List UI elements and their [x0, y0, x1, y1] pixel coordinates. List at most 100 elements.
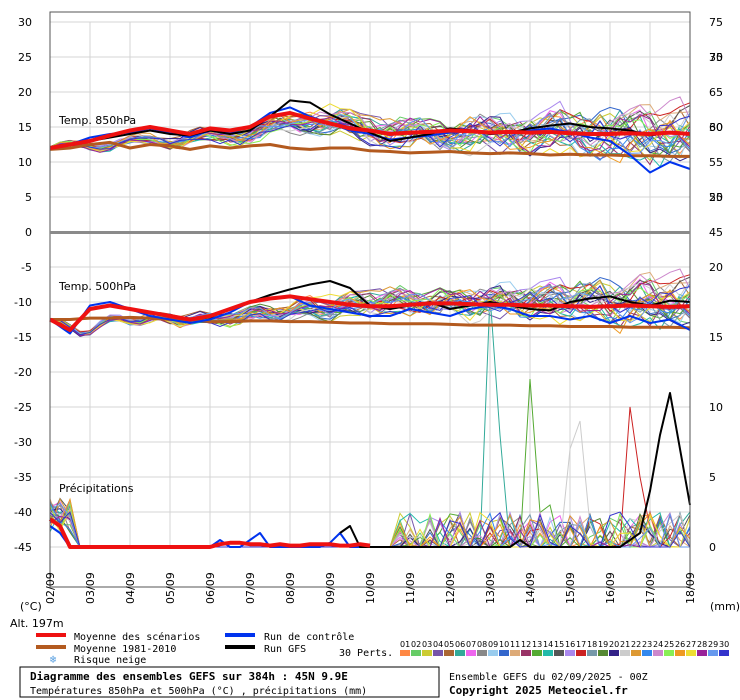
y-tick-label-right: 75 [709, 16, 723, 29]
y-tick-label-right: 30 [709, 121, 723, 134]
pert-swatch [400, 650, 410, 656]
pert-swatch [554, 650, 564, 656]
y-tick-label-left: -45 [14, 541, 32, 554]
x-tick-label: 05/09 [164, 572, 177, 604]
pert-swatch [543, 650, 553, 656]
y-tick-label-right: 20 [709, 261, 723, 274]
footer-title: Diagramme des ensembles GEFS sur 384h : … [30, 670, 348, 683]
pert-number: 27 [686, 640, 696, 649]
x-tick-label: 03/09 [84, 572, 97, 604]
legend-label-snow: Risque neige [74, 655, 146, 666]
y-tick-label-right: 60 [709, 121, 723, 134]
y-tick-label-left: -5 [21, 261, 32, 274]
gfs-line-t850 [49, 99, 691, 149]
y-tick-label-left: -25 [14, 401, 32, 414]
legend-swatch-control [225, 633, 255, 637]
perts-label: 30 Perts. [339, 648, 393, 659]
run-info: Ensemble GEFS du 02/09/2025 - 00Z [449, 672, 648, 683]
pert-swatch [620, 650, 630, 656]
y-tick-label-left: -20 [14, 366, 32, 379]
pert-swatch [532, 650, 542, 656]
pert-number: 20 [609, 640, 619, 649]
pert-number: 30 [719, 640, 729, 649]
grid-lines [50, 21, 690, 548]
pert-number: 24 [653, 640, 663, 649]
pert-number: 02 [411, 640, 421, 649]
x-tick-label: 11/09 [404, 572, 417, 604]
panel-label-t850: Temp. 850hPa [58, 114, 136, 127]
y-tick-label-left: -10 [14, 296, 32, 309]
y-tick-label-left: 30 [18, 16, 32, 29]
pert-swatch [455, 650, 465, 656]
pert-number: 12 [521, 640, 531, 649]
pert-swatch [499, 650, 509, 656]
y-tick-label-right: 65 [709, 86, 723, 99]
pert-swatch [521, 650, 531, 656]
pert-swatch [488, 650, 498, 656]
legend-swatch-gfs [225, 645, 255, 649]
legend-swatch-mean [36, 633, 66, 637]
x-tick-label: 14/09 [524, 572, 537, 604]
mean-line-t850 [49, 111, 691, 150]
pert-number: 23 [642, 640, 652, 649]
x-tick-label: 02/09 [44, 572, 57, 604]
control-line-t500 [49, 295, 691, 335]
pert-number: 05 [444, 640, 454, 649]
axis-labels: 302520151050-5-10-15-20-25-30-35-40-4575… [14, 16, 723, 604]
y-tick-label-left: 0 [25, 226, 32, 239]
pert-swatch [642, 650, 652, 656]
pert-number: 09 [488, 640, 498, 649]
plot-border [49, 11, 691, 588]
pert-swatch [697, 650, 707, 656]
pert-swatch [598, 650, 608, 656]
y-tick-label-left: 25 [18, 51, 32, 64]
y-unit-left: (°C) [20, 600, 42, 613]
panel-label-t500: Temp. 500hPa [58, 280, 136, 293]
pert-number: 19 [598, 640, 608, 649]
pert-number: 18 [587, 640, 597, 649]
pert-number: 22 [631, 640, 641, 649]
legend-label-control: Run de contrôle [264, 631, 354, 643]
y-tick-label-right: 35 [709, 51, 723, 64]
pert-number: 25 [664, 640, 674, 649]
x-tick-label: 15/09 [564, 572, 577, 604]
pert-swatch [565, 650, 575, 656]
pert-swatch [675, 650, 685, 656]
pert-number: 16 [565, 640, 575, 649]
pert-swatch [411, 650, 421, 656]
y-tick-label-right: 5 [709, 471, 716, 484]
legend: Moyenne des scénarios Moyenne 1981-2010 … [36, 631, 393, 666]
y-tick-label-right: 55 [709, 156, 723, 169]
y-tick-label-right: 0 [709, 541, 716, 554]
pert-swatch [444, 650, 454, 656]
x-unit-right: (mm) [710, 600, 740, 613]
footer-subtitle: Températures 850hPa et 500hPa (°C) , pré… [30, 685, 367, 697]
gfs-line-precip [339, 392, 691, 548]
y-tick-label-right: 10 [709, 401, 723, 414]
snowflake-icon: ❄ [50, 653, 57, 666]
mean-line-t500 [49, 294, 691, 332]
mean-line-precip [48, 517, 371, 549]
pert-swatch [631, 650, 641, 656]
plot-frame [49, 11, 691, 588]
y-tick-label-left: 10 [18, 156, 32, 169]
x-tick-label: 04/09 [124, 572, 137, 604]
x-tick-label: 16/09 [604, 572, 617, 604]
pert-number: 06 [455, 640, 465, 649]
pert-number: 07 [466, 640, 476, 649]
pert-number: 28 [697, 640, 707, 649]
y-tick-label-right: 15 [709, 331, 723, 344]
pert-number: 14 [543, 640, 553, 649]
y-tick-label-right: 25 [709, 191, 723, 204]
pert-swatch [664, 650, 674, 656]
pert-number: 10 [499, 640, 509, 649]
y-tick-label-right: 50 [709, 191, 723, 204]
x-tick-label: 17/09 [644, 572, 657, 604]
pert-number: 21 [620, 640, 630, 649]
pert-swatch [686, 650, 696, 656]
pert-swatch [477, 650, 487, 656]
y-tick-label-left: 15 [18, 121, 32, 134]
pert-swatch [719, 650, 729, 656]
y-tick-label-left: -30 [14, 436, 32, 449]
pert-swatch [653, 650, 663, 656]
